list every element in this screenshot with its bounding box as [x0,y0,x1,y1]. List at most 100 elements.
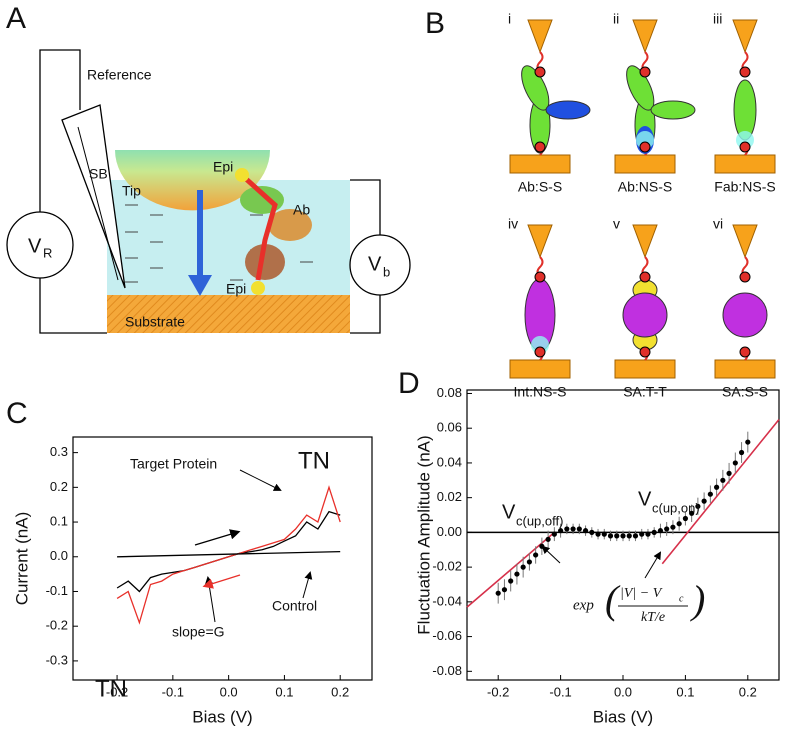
label: Fab:NS-S [714,179,775,195]
domain [722,292,768,338]
data-point [589,529,595,535]
data-point [626,533,632,539]
data-point [657,528,664,534]
numeral: i [508,11,511,27]
y-tick-label: 0.3 [50,444,68,459]
data-point [689,510,695,516]
epitope [235,168,249,182]
panel-label: D [398,367,420,400]
x-tick-label: 0.0 [220,684,238,699]
probe [632,224,658,259]
data-point [695,503,701,509]
formula: exp [573,597,594,613]
label: Reference [87,67,152,83]
annotation: Control [272,598,317,614]
x-tick-label: -0.1 [162,684,184,699]
wire [39,278,107,334]
x-axis-label: Bias (V) [593,707,653,726]
data-point [582,528,589,534]
y-tick-label: 0.0 [50,548,68,563]
formula-paren: ) [690,577,705,622]
vb-meter [349,234,411,296]
annotation: TN [95,675,127,702]
annotation: slope=G [172,624,225,640]
data-point [558,528,564,534]
label: Int:NS-S [514,384,567,400]
fit-line [466,531,555,608]
data-point [732,460,738,466]
label: R [43,245,52,260]
data-point [726,470,732,476]
numeral: iii [713,11,722,27]
formula: kT/e [641,610,665,625]
current-arrow-head [188,275,212,296]
pointer [239,469,282,491]
pointer [644,551,662,579]
annotation: Target Protein [130,456,217,472]
thiol [639,346,651,358]
x-tick-label: 0.0 [614,684,632,699]
probe [632,19,658,54]
thiol [534,346,546,358]
panel-label: A [6,2,26,35]
data-point [614,533,620,539]
substrate [509,154,571,174]
data-point [601,531,607,537]
data-point [714,484,720,490]
probe [527,224,553,259]
numeral: ii [613,11,619,27]
label: Epi [226,281,246,297]
annotation: V [502,501,516,523]
substrate [714,359,776,379]
x-tick-label: -0.2 [487,684,509,699]
data-point [670,524,676,530]
data-point [533,552,539,558]
probe [732,224,758,259]
diagram-a: Reference SB Tip Epi Ab Epi V R V b Subs… [6,49,411,334]
x-tick-label: 0.1 [275,684,293,699]
substrate [614,154,676,174]
formula: |V| − V [620,586,663,601]
y-tick-label: -0.2 [46,618,68,633]
x-tick-label: -0.1 [549,684,571,699]
label: Tip [122,183,141,199]
data-point [738,449,745,456]
y-tick-label: -0.1 [46,583,68,598]
data-point [639,531,645,537]
label: Ab [293,202,310,218]
data-point [595,531,601,537]
data-point [707,491,713,497]
thiol [639,141,651,153]
plot-frame [72,436,373,681]
numeral: v [613,216,620,232]
domain [650,100,696,120]
data-point [632,533,639,539]
panel-label: C [6,397,28,430]
tunnel-path [243,176,278,281]
substrate [614,359,676,379]
annotation: TN [298,447,330,474]
data-point [620,533,626,539]
label: V [368,253,382,275]
y-tick-label: -0.3 [46,652,68,667]
numeral: vi [713,216,723,232]
annotation: c(up,off) [516,513,563,528]
probe [732,19,758,54]
formula-paren: ( [605,577,621,622]
x-tick-label: -0.2 [106,684,128,699]
y-tick-label: -0.04 [432,593,462,608]
substrate [714,154,776,174]
tip [115,150,270,211]
data-point [570,526,576,532]
antibody [245,244,285,280]
data-point [645,531,651,537]
thiol [534,66,546,78]
data-point [720,477,726,483]
thiol [739,346,751,358]
thiol [534,141,546,153]
y-axis-label: Current (nA) [12,512,31,606]
data-line [116,510,341,593]
y-tick-label: -0.08 [432,663,462,678]
data-point [514,571,520,577]
pointer [541,545,561,564]
